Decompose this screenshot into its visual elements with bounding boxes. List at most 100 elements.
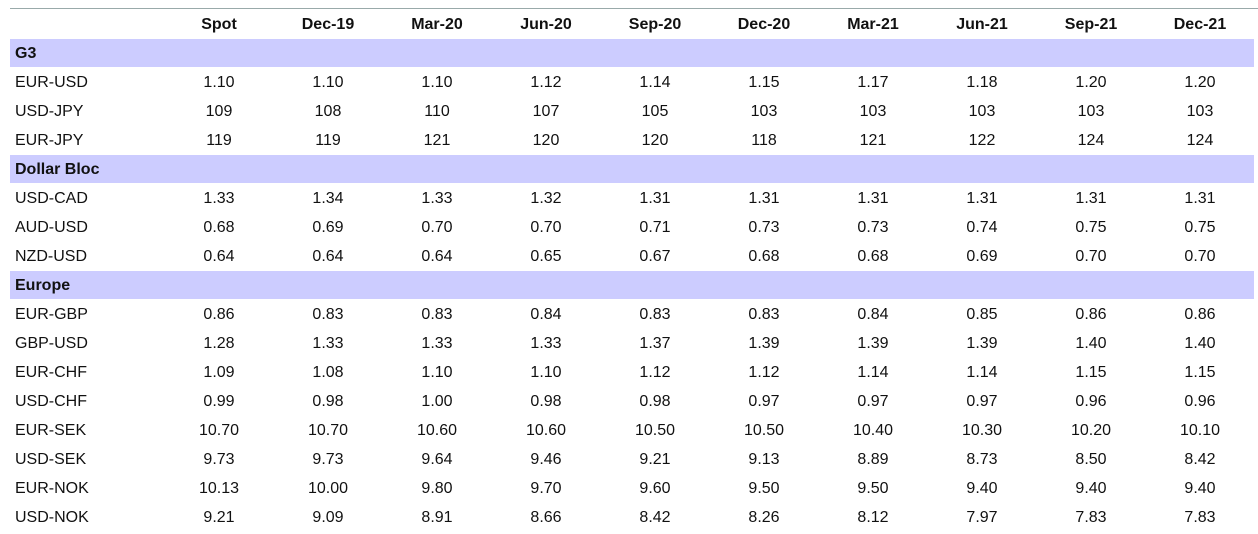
- value-cell: 1.10: [203, 74, 235, 91]
- row-label: USD-SEK: [15, 451, 87, 468]
- value-cell: 10.50: [743, 422, 785, 439]
- value-cell: 1.15: [1075, 364, 1107, 381]
- section-band: [10, 271, 1254, 299]
- value-cell: 10.40: [852, 422, 894, 439]
- value-cell: 121: [859, 132, 887, 149]
- value-cell: 10.13: [198, 480, 240, 497]
- value-cell: 107: [532, 103, 560, 120]
- value-cell: 0.67: [639, 248, 671, 265]
- value-cell: 7.83: [1184, 509, 1216, 526]
- row-label: EUR-USD: [15, 74, 88, 91]
- value-cell: 120: [641, 132, 669, 149]
- value-cell: 105: [641, 103, 669, 120]
- column-header: Mar-20: [411, 16, 463, 33]
- value-cell: 8.12: [857, 509, 889, 526]
- value-cell: 103: [859, 103, 887, 120]
- value-cell: 103: [968, 103, 996, 120]
- value-cell: 0.64: [203, 248, 235, 265]
- value-cell: 0.97: [748, 393, 780, 410]
- value-cell: 0.64: [421, 248, 453, 265]
- row-label: USD-NOK: [15, 509, 89, 526]
- value-cell: 8.26: [748, 509, 780, 526]
- value-cell: 119: [315, 132, 341, 149]
- row-label: EUR-JPY: [15, 132, 84, 149]
- column-header: Spot: [201, 16, 237, 33]
- value-cell: 0.99: [203, 393, 235, 410]
- value-cell: 1.10: [421, 364, 453, 381]
- value-cell: 0.69: [312, 219, 344, 236]
- value-cell: 1.33: [421, 190, 453, 207]
- row-label: EUR-CHF: [15, 364, 87, 381]
- value-cell: 10.60: [525, 422, 567, 439]
- column-header: Dec-20: [737, 16, 791, 33]
- section-title: Europe: [15, 277, 71, 294]
- value-cell: 1.31: [1184, 190, 1216, 207]
- value-cell: 1.37: [639, 335, 671, 352]
- value-cell: 1.14: [857, 364, 889, 381]
- value-cell: 9.21: [203, 509, 235, 526]
- value-cell: 0.96: [1184, 393, 1216, 410]
- value-cell: 8.42: [639, 509, 671, 526]
- value-cell: 9.64: [421, 451, 453, 468]
- column-header: Sep-20: [628, 16, 682, 33]
- value-cell: 1.33: [530, 335, 562, 352]
- value-cell: 120: [532, 132, 560, 149]
- value-cell: 9.50: [748, 480, 780, 497]
- value-cell: 0.96: [1075, 393, 1107, 410]
- value-cell: 1.31: [1075, 190, 1107, 207]
- value-cell: 1.33: [203, 190, 235, 207]
- value-cell: 119: [206, 132, 232, 149]
- value-cell: 1.20: [1075, 74, 1107, 91]
- value-cell: 1.39: [857, 335, 889, 352]
- section-title: Dollar Bloc: [15, 161, 100, 178]
- value-cell: 1.15: [1184, 364, 1216, 381]
- value-cell: 0.71: [639, 219, 671, 236]
- row-label: USD-CAD: [15, 190, 88, 207]
- value-cell: 10.70: [307, 422, 349, 439]
- value-cell: 1.10: [421, 74, 453, 91]
- value-cell: 0.84: [530, 306, 562, 323]
- value-cell: 10.10: [1179, 422, 1221, 439]
- value-cell: 1.20: [1184, 74, 1216, 91]
- value-cell: 1.31: [857, 190, 889, 207]
- value-cell: 8.42: [1184, 451, 1216, 468]
- value-cell: 1.28: [203, 335, 235, 352]
- value-cell: 7.97: [966, 509, 998, 526]
- value-cell: 0.64: [312, 248, 344, 265]
- value-cell: 9.70: [530, 480, 562, 497]
- value-cell: 9.46: [530, 451, 562, 468]
- value-cell: 0.83: [421, 306, 453, 323]
- value-cell: 1.33: [421, 335, 453, 352]
- value-cell: 0.86: [203, 306, 235, 323]
- value-cell: 1.15: [748, 74, 780, 91]
- value-cell: 10.60: [416, 422, 458, 439]
- value-cell: 10.30: [961, 422, 1003, 439]
- value-cell: 0.69: [966, 248, 998, 265]
- value-cell: 1.31: [639, 190, 671, 207]
- value-cell: 9.40: [966, 480, 998, 497]
- value-cell: 1.17: [857, 74, 889, 91]
- value-cell: 1.39: [748, 335, 780, 352]
- value-cell: 9.80: [421, 480, 453, 497]
- value-cell: 118: [751, 132, 777, 149]
- value-cell: 0.98: [312, 393, 344, 410]
- value-cell: 0.85: [966, 306, 998, 323]
- top-border: [10, 8, 1258, 9]
- value-cell: 1.14: [966, 364, 998, 381]
- value-cell: 0.84: [857, 306, 889, 323]
- value-cell: 122: [968, 132, 996, 149]
- value-cell: 9.21: [639, 451, 671, 468]
- value-cell: 1.40: [1184, 335, 1216, 352]
- value-cell: 8.91: [421, 509, 453, 526]
- value-cell: 0.83: [639, 306, 671, 323]
- value-cell: 0.73: [857, 219, 889, 236]
- section-title: G3: [15, 45, 37, 62]
- value-cell: 1.12: [530, 74, 562, 91]
- row-label: USD-JPY: [15, 103, 84, 120]
- value-cell: 1.10: [312, 74, 344, 91]
- value-cell: 0.98: [530, 393, 562, 410]
- value-cell: 1.12: [639, 364, 671, 381]
- value-cell: 8.73: [966, 451, 998, 468]
- value-cell: 1.33: [312, 335, 344, 352]
